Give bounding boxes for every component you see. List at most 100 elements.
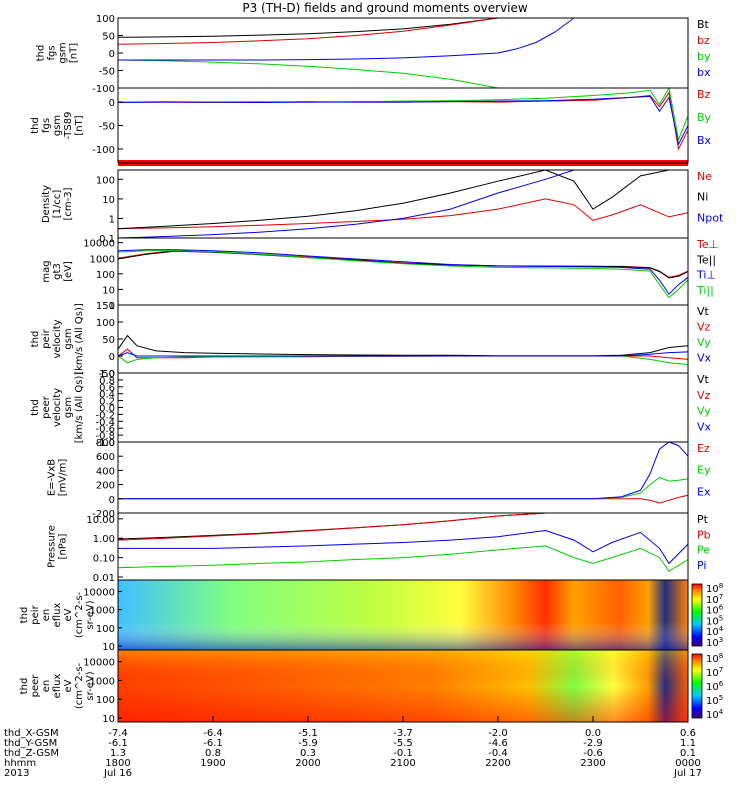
y-axis-label: gsm — [58, 42, 69, 63]
colorbar-tick-base: 10 — [706, 638, 719, 649]
x-row-value: -7.4 — [108, 728, 128, 739]
x-row-value: 2300 — [580, 758, 605, 769]
series-8-3 — [118, 529, 689, 565]
y-axis-label: fgs — [47, 45, 58, 60]
colorbar-tick-base: 10 — [706, 595, 719, 606]
colorbar-tick-base: 10 — [706, 616, 719, 627]
y-tick-label: -50 — [99, 369, 115, 380]
y-axis-label: thd — [30, 399, 41, 416]
y-axis-label: Density — [41, 185, 52, 223]
colorbar-tick-base: 10 — [706, 668, 719, 679]
legend-pi: Pi — [697, 559, 706, 572]
y-axis-label: en — [41, 680, 52, 693]
spectrogram-shade — [118, 580, 688, 650]
x-row-value: -0.6 — [583, 748, 603, 759]
y-axis-label: thd — [30, 331, 41, 348]
y-axis-label: eV — [63, 608, 74, 621]
y-axis-label: eflux — [52, 603, 63, 628]
panel-frame — [117, 372, 689, 443]
y-tick-label: 0 — [109, 352, 115, 363]
colorbar-tick-base: 10 — [706, 584, 719, 595]
legend-vx: Vx — [697, 420, 712, 433]
colorbar-tick-exp: 8 — [719, 652, 723, 660]
colorbar-tick: 104 — [706, 625, 724, 638]
y-tick-label: 10 — [102, 285, 115, 296]
x-row-value: -3.7 — [393, 728, 413, 739]
y-axis-label: sr-eV) — [85, 600, 96, 629]
colorbar — [691, 653, 703, 719]
legend-pb: Pb — [697, 528, 711, 541]
y-tick-label: 100 — [96, 14, 115, 25]
y-tick-label: 0.01 — [93, 573, 115, 584]
legend-ne: Ne — [697, 170, 712, 183]
colorbar-tick-base: 10 — [706, 710, 719, 721]
legend-vz: Vz — [697, 389, 711, 402]
y-axis-label: mag — [41, 260, 52, 282]
colorbar-tick-exp: 6 — [719, 680, 724, 688]
y-axis-label: eV — [63, 679, 74, 692]
legend-pe: Pe — [697, 544, 710, 557]
series-4-1 — [117, 250, 689, 279]
y-axis-label: en — [41, 609, 52, 622]
y-tick-label: 0.1 — [99, 234, 115, 245]
legend-bt: Bt — [697, 18, 710, 31]
y-axis-label: velocity — [52, 319, 63, 358]
y-axis-label: fgs — [41, 118, 52, 133]
y-axis-label: E=-VxB — [47, 459, 58, 496]
y-axis-label: (cm^2-s- — [74, 591, 85, 638]
x-row-value: Jul 16 — [103, 768, 132, 779]
y-tick-label: -100 — [92, 145, 115, 156]
y-tick-label: 0.8 — [99, 376, 115, 387]
colorbar-tick-exp: 4 — [719, 625, 724, 633]
panel-6: 1.00.80.60.40.20.0-0.2-0.4-0.6-0.8-1.0 Vt… — [30, 369, 712, 449]
y-axis-label: peer — [30, 674, 41, 698]
x-row-value: 1.3 — [110, 748, 126, 759]
x-row-value: Jul 17 — [673, 768, 702, 779]
colorbar-tick-base: 10 — [706, 696, 719, 707]
colorbar-tick-base: 10 — [706, 606, 719, 617]
series-3-2 — [117, 169, 688, 239]
x-row-value: 1.1 — [680, 738, 696, 749]
colorbar-tick-exp: 3 — [719, 636, 723, 644]
colorbar-tick: 107 — [706, 666, 723, 679]
y-axis-label: [cm-3] — [63, 187, 74, 220]
y-axis-label: peer — [41, 395, 52, 419]
y-tick-label: 0.6 — [99, 383, 115, 394]
series-5-0 — [117, 334, 689, 357]
y-tick-label: 1000 — [90, 676, 115, 687]
chart-title: P3 (TH-D) fields and ground moments over… — [242, 1, 527, 15]
series-5-3 — [117, 351, 689, 357]
series-2-2 — [117, 95, 689, 146]
y-tick-label: 0 — [109, 49, 115, 60]
colorbar-tick-exp: 5 — [719, 694, 723, 702]
legend-ey: Ey — [697, 464, 711, 477]
y-axis-label: peir — [41, 328, 52, 348]
y-tick-label: 0.10 — [93, 554, 115, 565]
y-tick-label: 0.0 — [99, 404, 115, 415]
y-tick-label: 1000 — [90, 254, 115, 265]
legend-bx: Bx — [697, 134, 712, 147]
y-axis-label: sr-eV) — [85, 671, 96, 700]
panel-frame — [117, 237, 689, 306]
y-axis-label: Pressure — [47, 525, 58, 568]
series-3-0 — [117, 198, 689, 230]
y-axis-label: [km/s (All Qs)] — [74, 303, 85, 375]
legend-ti: Ti|| — [696, 284, 714, 297]
y-tick-label: 150 — [96, 301, 115, 312]
series-1-2 — [117, 59, 499, 89]
colorbar-tick-exp: 6 — [719, 604, 724, 612]
y-tick-label: 800 — [96, 438, 115, 449]
panel-frame — [117, 87, 689, 164]
legend-bz: bz — [697, 34, 710, 47]
y-axis-label: (cm^2-s- — [74, 662, 85, 709]
x-row-label: thd_Y-GSM — [4, 738, 57, 749]
colorbar-tick: 108 — [706, 582, 723, 595]
legend-vt: Vt — [697, 373, 710, 386]
y-axis-label: [mV/m] — [58, 459, 69, 497]
x-row-value: 2100 — [390, 758, 415, 769]
x-row-value: -5.9 — [298, 738, 318, 749]
y-axis-label: thd — [36, 45, 47, 62]
